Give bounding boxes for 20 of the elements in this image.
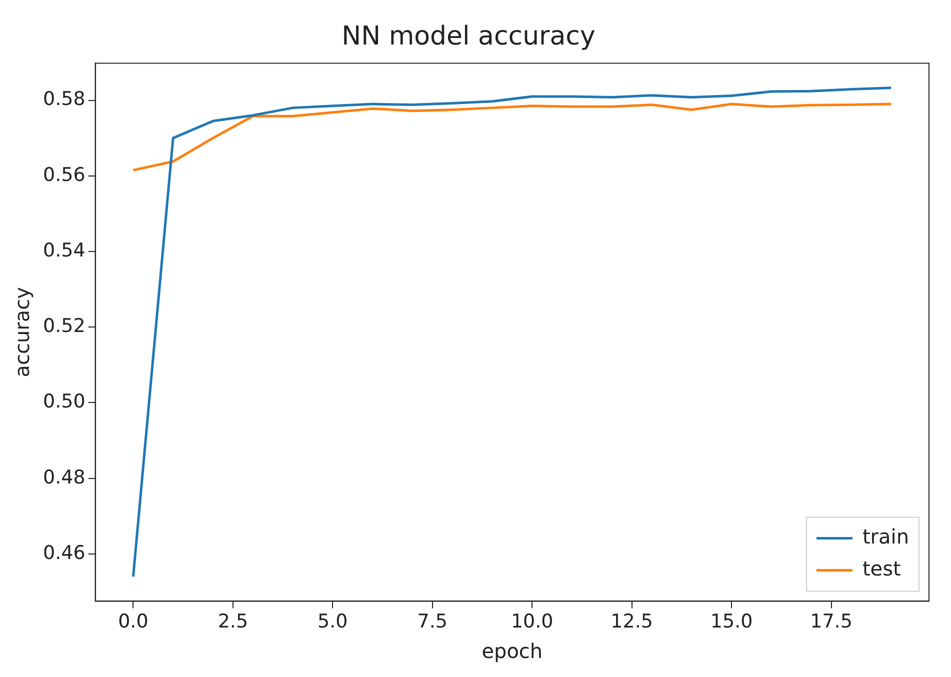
y-tick-label: 0.52 xyxy=(42,315,86,338)
x-tick-label: 2.5 xyxy=(218,610,248,633)
y-tick-label: 0.48 xyxy=(42,466,86,488)
x-axis-title: epoch xyxy=(482,639,543,664)
x-tick-label: 10.0 xyxy=(510,610,554,633)
y-tick-label: 0.56 xyxy=(42,164,86,186)
legend-label: train xyxy=(862,524,910,548)
y-tick-label: 0.50 xyxy=(42,390,86,413)
x-tick-label: 5.0 xyxy=(318,610,348,633)
y-axis-title: accuracy xyxy=(10,286,34,378)
legend-label: test xyxy=(862,556,902,580)
chart-title: NN model accuracy xyxy=(342,21,596,52)
x-tick-label: 0.0 xyxy=(118,610,148,633)
y-tick-label: 0.54 xyxy=(42,239,86,262)
y-tick-label: 0.46 xyxy=(42,542,86,564)
x-tick-label: 7.5 xyxy=(417,610,448,633)
x-tick-label: 12.5 xyxy=(610,610,653,633)
y-tick-label: 0.58 xyxy=(42,88,86,110)
x-tick-label: 17.5 xyxy=(810,610,852,633)
x-tick-label: 15.0 xyxy=(710,610,753,633)
